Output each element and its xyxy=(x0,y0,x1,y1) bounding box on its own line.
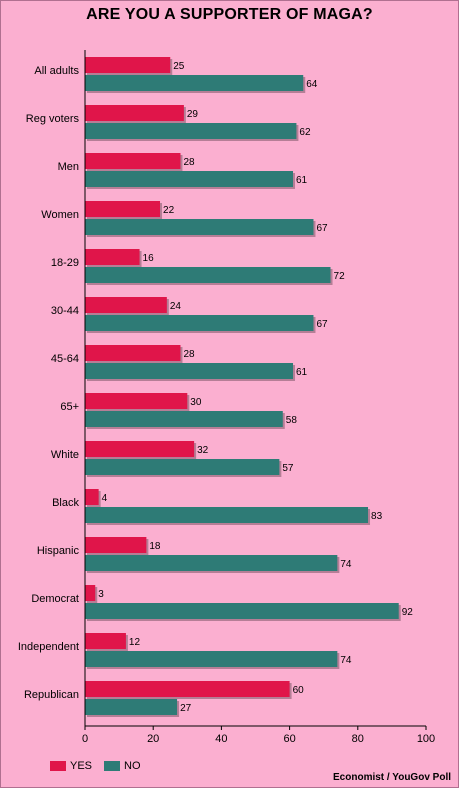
bar-yes-reg-voters xyxy=(85,105,184,121)
bar-no-hispanic xyxy=(85,555,338,571)
value-label-no-democrat: 92 xyxy=(402,607,414,618)
value-label-no-republican: 27 xyxy=(180,703,192,714)
bar-no-18-29 xyxy=(85,267,331,283)
bar-yes-democrat xyxy=(85,585,96,601)
value-label-yes-democrat: 3 xyxy=(98,589,104,600)
x-tick-label-80: 80 xyxy=(352,733,364,745)
value-label-yes-black: 4 xyxy=(102,493,108,504)
bar-yes-65- xyxy=(85,393,188,409)
bar-no-45-64 xyxy=(85,363,294,379)
value-label-no-65-: 58 xyxy=(286,415,298,426)
x-tick-label-20: 20 xyxy=(147,733,159,745)
value-label-yes-30-44: 24 xyxy=(170,301,182,312)
category-label-30-44: 30-44 xyxy=(51,305,79,317)
category-label-men: Men xyxy=(58,161,79,173)
bar-no-reg-voters xyxy=(85,123,297,139)
legend-swatch-no xyxy=(104,761,121,771)
value-label-yes-republican: 60 xyxy=(293,685,305,696)
value-label-no-reg-voters: 62 xyxy=(299,127,311,138)
bar-no-30-44 xyxy=(85,315,314,331)
bar-yes-hispanic xyxy=(85,537,147,553)
value-label-no-men: 61 xyxy=(296,175,308,186)
bar-yes-18-29 xyxy=(85,249,140,265)
category-label-hispanic: Hispanic xyxy=(37,545,80,557)
bar-yes-independent xyxy=(85,633,126,649)
bar-no-republican xyxy=(85,699,178,715)
value-label-yes-45-64: 28 xyxy=(183,349,195,360)
category-label-women: Women xyxy=(41,209,79,221)
bar-yes-black xyxy=(85,489,99,505)
legend-label-no: NO xyxy=(124,760,141,772)
category-label-white: White xyxy=(51,449,79,461)
bar-no-white xyxy=(85,459,280,475)
value-label-no-all-adults: 64 xyxy=(306,79,318,90)
x-tick-label-40: 40 xyxy=(215,733,227,745)
category-label-independent: Independent xyxy=(18,641,79,653)
value-label-yes-hispanic: 18 xyxy=(149,541,161,552)
bar-yes-white xyxy=(85,441,195,457)
value-label-no-45-64: 61 xyxy=(296,367,308,378)
bar-no-independent xyxy=(85,651,338,667)
legend: YES NO xyxy=(50,760,153,772)
bar-yes-45-64 xyxy=(85,345,181,361)
value-label-yes-18-29: 16 xyxy=(143,253,155,264)
category-label-65-: 65+ xyxy=(60,401,79,413)
value-label-yes-women: 22 xyxy=(163,205,175,216)
value-label-yes-65-: 30 xyxy=(190,397,202,408)
bar-no-all-adults xyxy=(85,75,304,91)
value-label-no-hispanic: 74 xyxy=(340,559,352,570)
value-label-no-independent: 74 xyxy=(340,655,352,666)
value-label-yes-men: 28 xyxy=(183,157,195,168)
value-label-yes-independent: 12 xyxy=(129,637,141,648)
category-label-all-adults: All adults xyxy=(34,65,79,77)
x-tick-label-100: 100 xyxy=(417,733,435,745)
bar-no-women xyxy=(85,219,314,235)
category-label-black: Black xyxy=(52,497,79,509)
legend-label-yes: YES xyxy=(70,760,93,772)
value-label-no-white: 57 xyxy=(282,463,294,474)
bar-no-65- xyxy=(85,411,283,427)
category-label-republican: Republican xyxy=(24,689,79,701)
bar-yes-men xyxy=(85,153,181,169)
bar-yes-republican xyxy=(85,681,290,697)
value-label-no-women: 67 xyxy=(316,223,328,234)
category-label-reg-voters: Reg voters xyxy=(26,113,80,125)
bar-no-black xyxy=(85,507,369,523)
category-label-45-64: 45-64 xyxy=(51,353,79,365)
value-label-no-18-29: 72 xyxy=(334,271,346,282)
chart-title: ARE YOU A SUPPORTER OF MAGA? xyxy=(86,6,373,23)
value-label-yes-all-adults: 25 xyxy=(173,61,185,72)
legend-swatch-yes xyxy=(50,761,66,771)
value-label-yes-white: 32 xyxy=(197,445,209,456)
bar-yes-all-adults xyxy=(85,57,171,73)
legend-item-yes: YES xyxy=(50,760,92,772)
bar-no-men xyxy=(85,171,294,187)
category-label-democrat: Democrat xyxy=(31,593,79,605)
bar-yes-30-44 xyxy=(85,297,167,313)
category-label-18-29: 18-29 xyxy=(51,257,79,269)
bar-no-democrat xyxy=(85,603,399,619)
bar-yes-women xyxy=(85,201,161,217)
source-note: Economist / YouGov Poll xyxy=(333,772,451,783)
legend-item-no: NO xyxy=(104,760,141,772)
x-tick-label-0: 0 xyxy=(82,733,88,745)
x-tick-label-60: 60 xyxy=(283,733,295,745)
value-label-no-black: 83 xyxy=(371,511,383,522)
value-label-yes-reg-voters: 29 xyxy=(187,109,199,120)
value-label-no-30-44: 67 xyxy=(316,319,328,330)
